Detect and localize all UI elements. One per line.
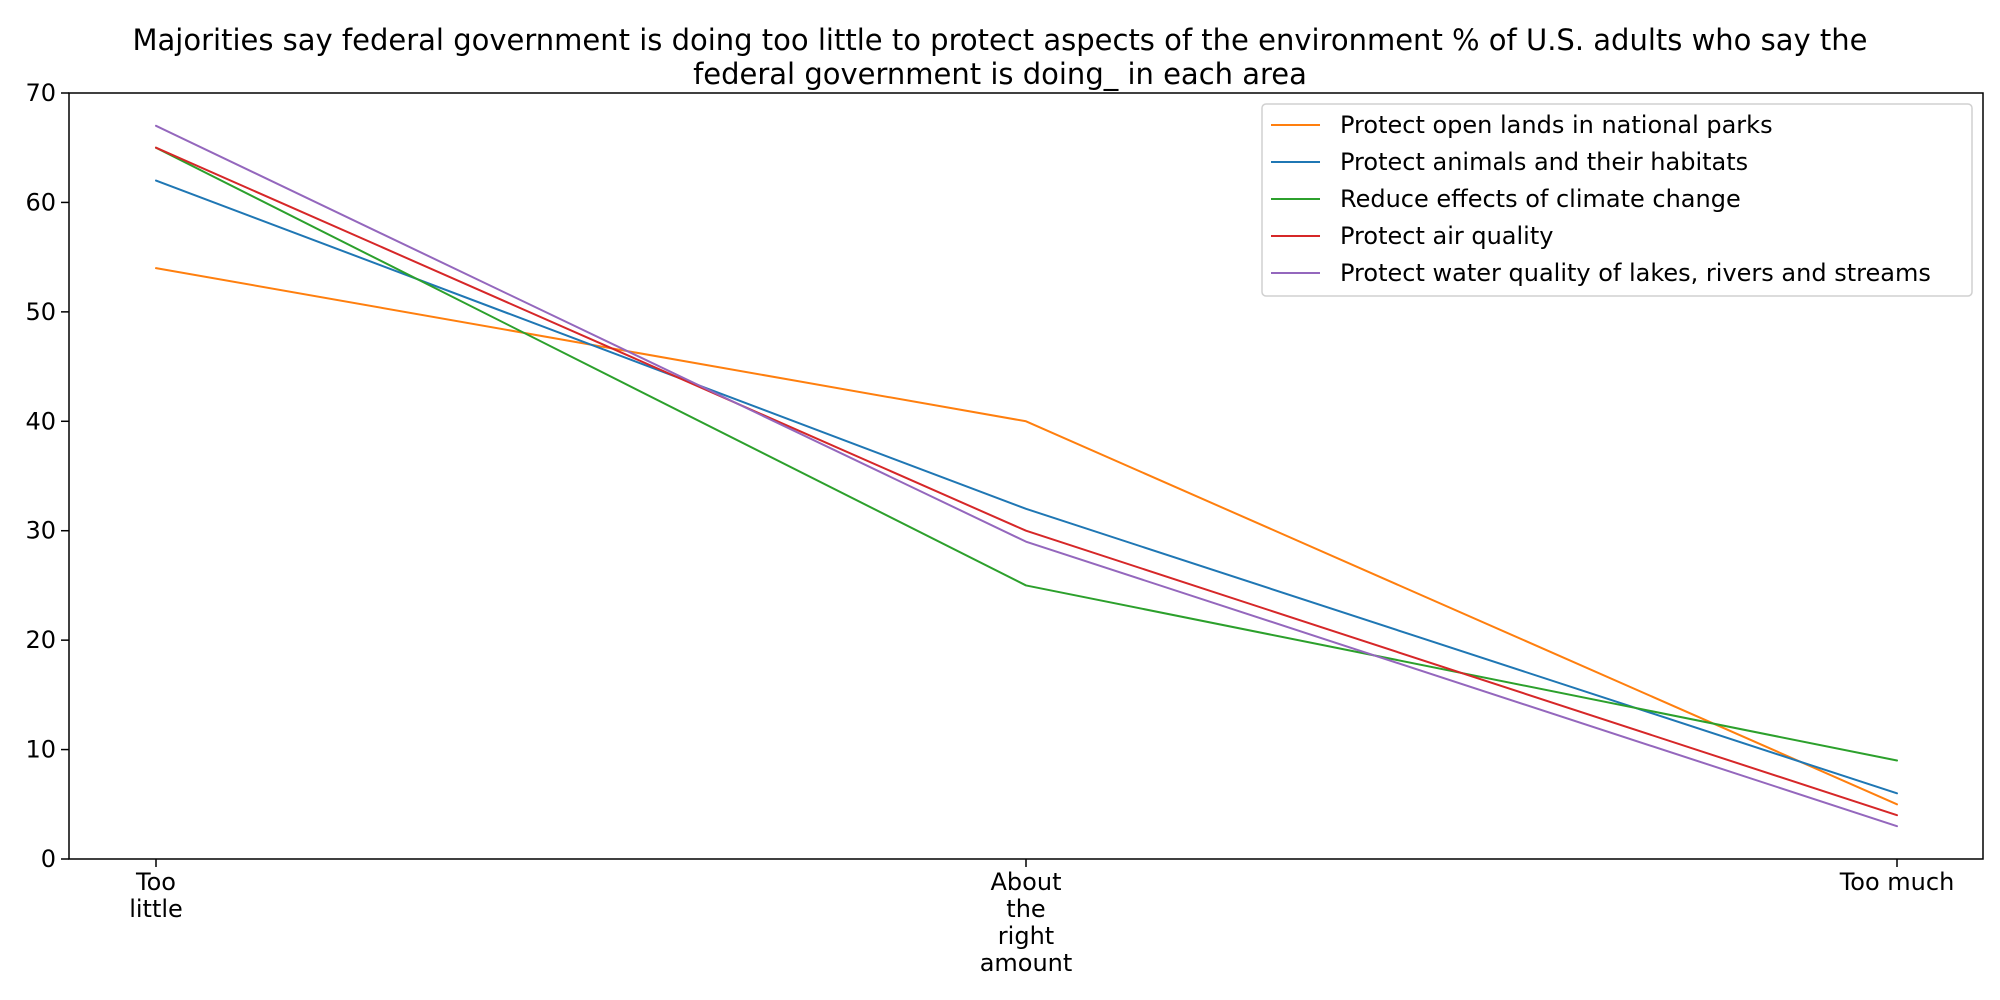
x-tick-label-line: Too much bbox=[1839, 868, 1955, 896]
series-layer bbox=[155, 124, 1898, 828]
series-line-5 bbox=[155, 124, 1898, 828]
y-tick-label: 0 bbox=[41, 845, 56, 873]
y-tick-label: 40 bbox=[25, 407, 56, 435]
y-tick-label: 10 bbox=[25, 736, 56, 764]
x-tick-label-line: Too bbox=[135, 868, 176, 896]
y-tick-label: 50 bbox=[25, 298, 56, 326]
legend-label: Protect open lands in national parks bbox=[1340, 111, 1773, 139]
x-tick-label-line: amount bbox=[980, 949, 1073, 977]
series-line-4 bbox=[155, 146, 1898, 817]
y-tick-label: 70 bbox=[25, 79, 56, 107]
legend-label: Protect air quality bbox=[1340, 222, 1553, 250]
legend-label: Protect animals and their habitats bbox=[1340, 148, 1748, 176]
y-axis: 0 10 20 30 40 50 60 70 bbox=[25, 79, 69, 873]
x-tick-label: Too little bbox=[129, 868, 183, 923]
legend-box bbox=[1261, 103, 1973, 297]
series-line-1 bbox=[155, 267, 1898, 806]
x-tick-label-line: the bbox=[1006, 895, 1045, 923]
series-line-2 bbox=[155, 179, 1898, 795]
x-axis: Too little About the right amount Too much bbox=[129, 859, 1954, 977]
x-tick-label: About the right amount bbox=[980, 868, 1073, 977]
y-tick-label: 20 bbox=[25, 626, 56, 654]
chart-title-line-2: federal government is doing_ in each are… bbox=[693, 57, 1307, 91]
chart-title-line-1: Majorities say federal government is doi… bbox=[133, 23, 1868, 57]
series-line-3 bbox=[155, 146, 1898, 762]
x-tick-label-line: right bbox=[998, 922, 1054, 950]
y-tick-label: 60 bbox=[25, 188, 56, 216]
x-tick-label-line: little bbox=[129, 895, 183, 923]
x-tick-label-line: About bbox=[991, 868, 1062, 896]
legend-label: Reduce effects of climate change bbox=[1340, 185, 1741, 213]
legend: Protect open lands in national parks Prot… bbox=[1261, 103, 1973, 297]
legend-label: Protect water quality of lakes, rivers a… bbox=[1340, 259, 1931, 287]
x-tick-label: Too much bbox=[1839, 868, 1955, 896]
y-tick-label: 30 bbox=[25, 517, 56, 545]
